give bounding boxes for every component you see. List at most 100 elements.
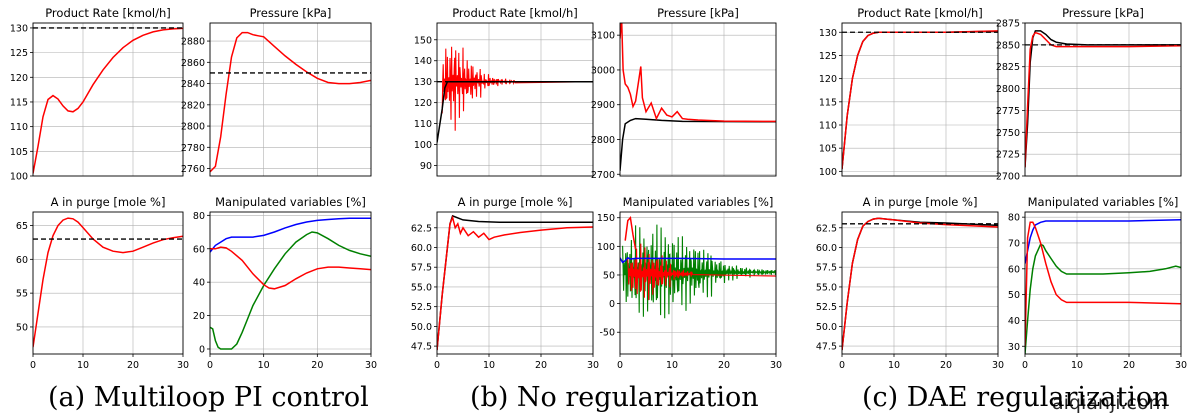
panel-c-8-ytick-6: 130 (819, 28, 837, 39)
panel-b-7-xtick-1: 10 (666, 360, 678, 371)
panel-c-10-xtick-2: 20 (940, 360, 952, 371)
panel-b-7-xtick-3: 30 (770, 360, 782, 371)
panel-c-11-ytick-1: 40 (1008, 316, 1020, 327)
panel-a-3-ytick-1: 20 (193, 311, 205, 322)
panel-b-5-frame (619, 22, 777, 177)
panel-b-7-ytick-2: 50 (603, 270, 615, 281)
panel-a-0-series-response (33, 27, 183, 174)
panel-c-8-ytick-4: 120 (819, 74, 837, 85)
panel-b-6-ytick-6: 62.5 (411, 223, 432, 234)
panel-c-11-frame (1024, 211, 1182, 355)
panel-a-3-xtick-2: 20 (311, 360, 323, 371)
panel-b-4-frame (436, 22, 594, 177)
panel-c-9-ytick-2: 2750 (996, 128, 1020, 139)
panel-c-10-ytick-6: 62.5 (816, 223, 837, 234)
caption-c: (c) DAE regularization (862, 382, 1170, 413)
panel-b-4-series-black (437, 80, 593, 143)
panel-a-0-ytick-5: 125 (10, 48, 28, 59)
panel-b-7-xtick-2: 20 (718, 360, 730, 371)
panel-b-5-title: Pressure [kPa] (657, 6, 739, 20)
panel-a-1-ytick-5: 2860 (181, 58, 205, 69)
panel-a-3-series-mv2 (210, 231, 371, 350)
panel-a-1-frame (209, 22, 372, 177)
panel-b-5-ytick-2: 2900 (591, 100, 615, 111)
panel-b-4-ytick-2: 110 (414, 119, 432, 130)
panel-a-3-xtick-1: 10 (258, 360, 270, 371)
panel-c-11-series-red (1025, 221, 1181, 347)
panel-c-8-ytick-3: 115 (819, 97, 837, 108)
panel-b-4-ytick-4: 130 (414, 77, 432, 88)
panel-a-2-ytick-1: 55 (16, 289, 28, 300)
panel-b-4-oscillation-red (441, 46, 593, 131)
caption-a: (a) Multiloop PI control (48, 382, 369, 413)
panel-b-6-series-black (437, 214, 593, 351)
panel-c-9-series-black (1025, 30, 1181, 168)
panel-a-1-ytick-0: 2760 (181, 164, 205, 175)
panel-a-0-title: Product Rate [kmol/h] (45, 6, 171, 20)
panel-c-11-ytick-3: 60 (1008, 264, 1020, 275)
panel-b-5-ytick-4: 3100 (591, 31, 615, 42)
panel-b-4-ytick-6: 150 (414, 35, 432, 46)
panel-a-3-series-mv1 (210, 217, 371, 253)
panel-b-7-ytick-4: 150 (597, 213, 615, 224)
panel-a-3-ytick-0: 0 (199, 344, 205, 355)
panel-b-5-ytick-3: 3000 (591, 65, 615, 76)
panel-c-10-ytick-0: 47.5 (816, 342, 837, 353)
panel-c-10-ytick-4: 57.5 (816, 263, 837, 274)
panel-c-10-xtick-3: 30 (992, 360, 1004, 371)
panel-a-0-ytick-4: 120 (10, 73, 28, 84)
panel-c-9-series-red (1025, 31, 1181, 168)
panel-b-5-series-red (620, 23, 776, 123)
panel-a-3-xtick-3: 30 (365, 360, 377, 371)
panel-c-9-ytick-5: 2825 (996, 62, 1020, 73)
panel-a-0-frame (32, 22, 184, 177)
panel-b-4-ytick-0: 90 (420, 161, 432, 172)
panel-a-1-ytick-4: 2840 (181, 79, 205, 90)
panel-c-10-frame (841, 211, 999, 355)
panel-c-9-ytick-3: 2775 (996, 106, 1020, 117)
panel-a-3-xtick-0: 0 (207, 360, 213, 371)
panel-b-4-ytick-3: 120 (414, 98, 432, 109)
panel-b-6-frame (436, 211, 594, 355)
panel-a-1-ytick-1: 2780 (181, 143, 205, 154)
panel-b-7-series-red-spike (624, 216, 637, 250)
panel-a-1-ytick-3: 2820 (181, 100, 205, 111)
panel-c-11-ytick-5: 80 (1008, 213, 1020, 224)
panel-a-2-xtick-2: 20 (127, 360, 139, 371)
panel-a-0-ytick-1: 105 (10, 147, 28, 158)
panel-a-3-ytick-4: 80 (193, 211, 205, 222)
panel-a-3-frame (209, 211, 372, 355)
panel-c-8-series-red (842, 30, 998, 170)
panel-b-7-title: Manipulated variables [%] (623, 195, 774, 209)
panel-b-6-ytick-0: 47.5 (411, 342, 432, 353)
caption-b: (b) No regularization (470, 382, 759, 413)
panel-c-8-ytick-0: 100 (819, 167, 837, 178)
panel-b-6-ytick-2: 52.5 (411, 302, 432, 313)
panel-a-3-series-mv3 (210, 246, 371, 290)
panel-a-0-ytick-6: 130 (10, 23, 28, 34)
panel-c-8-title: Product Rate [kmol/h] (857, 6, 983, 20)
panel-c-11-xtick-1: 10 (1071, 360, 1083, 371)
panel-c-10-title: A in purge [mole %] (863, 195, 978, 209)
panel-c-10-ytick-1: 50.0 (816, 322, 837, 333)
panel-a-2-title: A in purge [mole %] (51, 195, 166, 209)
panel-c-10-ytick-2: 52.5 (816, 302, 837, 313)
panel-c-11-ytick-0: 30 (1008, 342, 1020, 353)
panel-b-6-xtick-1: 10 (483, 360, 495, 371)
panel-a-0-ytick-2: 110 (10, 122, 28, 133)
panel-b-7-ytick-1: 0 (609, 299, 615, 310)
panel-b-6-series-red (437, 215, 593, 351)
panel-b-6-ytick-5: 60.0 (411, 243, 432, 254)
panel-a-2-xtick-3: 30 (177, 360, 189, 371)
panel-c-11-xtick-2: 20 (1123, 360, 1135, 371)
panel-b-6-xtick-2: 20 (535, 360, 547, 371)
panel-b-4-ytick-5: 140 (414, 56, 432, 67)
panel-c-9-ytick-7: 2875 (996, 19, 1020, 30)
panel-b-6-ytick-1: 50.0 (411, 322, 432, 333)
panel-c-11-xtick-3: 30 (1175, 360, 1187, 371)
panel-b-5-series-black (620, 117, 776, 171)
panel-a-2-ytick-0: 50 (16, 322, 28, 333)
panel-a-3-ytick-2: 40 (193, 278, 205, 289)
panel-b-6-xtick-0: 0 (434, 360, 440, 371)
